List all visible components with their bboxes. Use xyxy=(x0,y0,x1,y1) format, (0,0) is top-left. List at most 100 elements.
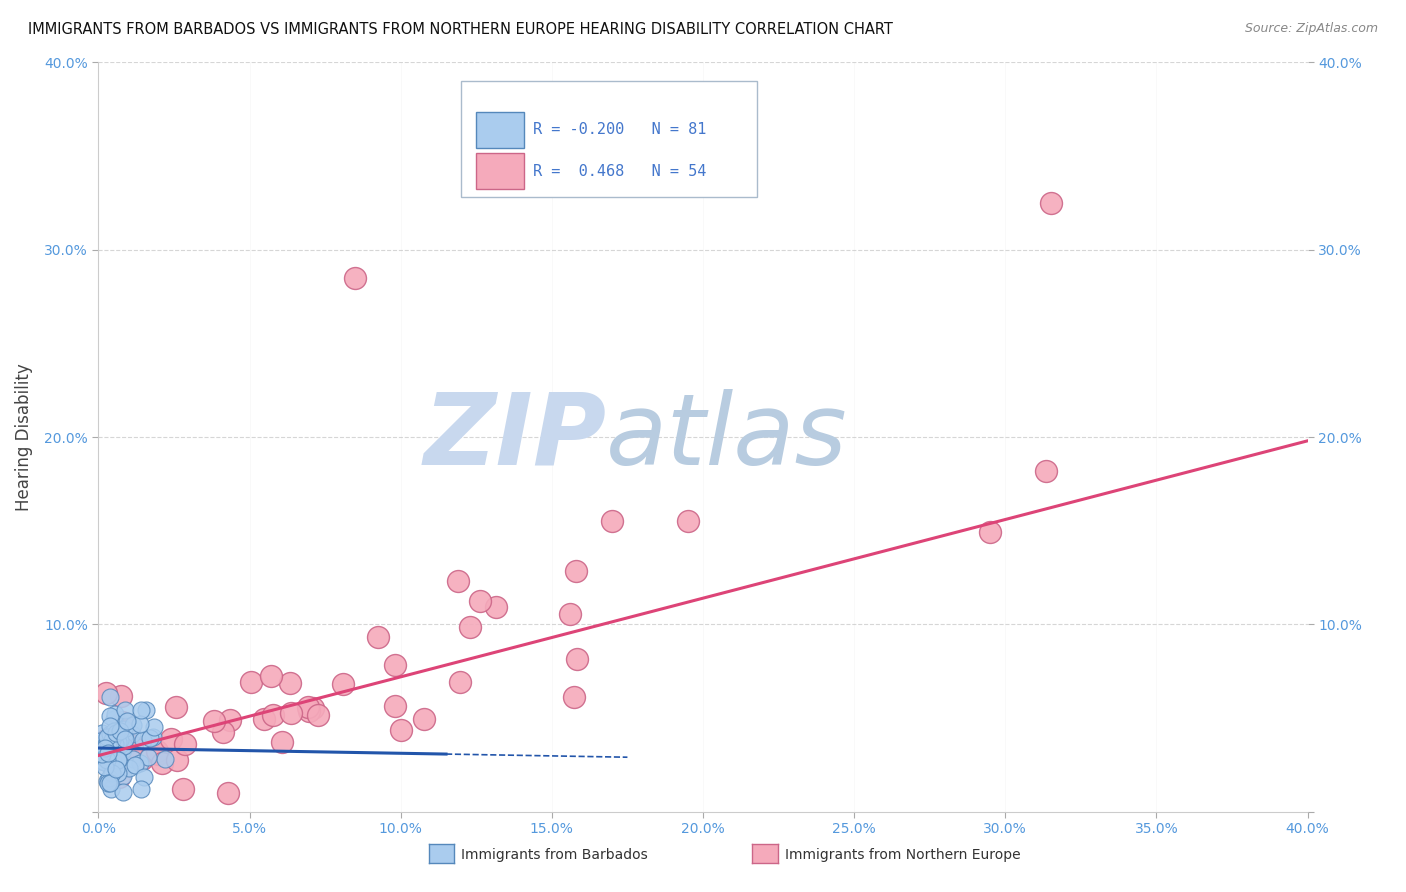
Point xyxy=(91,747,114,762)
Point xyxy=(114,732,136,747)
Point xyxy=(602,514,624,528)
Point xyxy=(297,699,319,714)
Point xyxy=(174,737,197,751)
Point xyxy=(332,676,354,690)
Point xyxy=(107,752,129,766)
Point xyxy=(111,785,134,799)
Point xyxy=(148,747,170,761)
Point xyxy=(344,271,367,285)
Point xyxy=(129,703,152,717)
Point xyxy=(280,706,302,720)
Point xyxy=(93,740,115,755)
Point xyxy=(389,723,412,737)
Point xyxy=(202,714,225,728)
Point xyxy=(253,712,276,726)
Point xyxy=(115,714,138,729)
Point xyxy=(278,676,301,690)
Point xyxy=(142,730,165,744)
Point xyxy=(132,733,155,747)
Point xyxy=(110,733,132,747)
Point xyxy=(262,708,284,723)
Point xyxy=(565,565,588,579)
Text: R = -0.200   N = 81: R = -0.200 N = 81 xyxy=(533,122,706,137)
Point xyxy=(112,729,135,743)
Point xyxy=(384,657,406,672)
Point xyxy=(103,729,125,743)
Point xyxy=(97,775,120,789)
Point xyxy=(97,739,120,754)
Point xyxy=(104,737,127,751)
Point xyxy=(135,702,157,716)
Point xyxy=(143,720,166,734)
Point xyxy=(367,630,389,644)
Point xyxy=(134,770,156,784)
Point xyxy=(98,742,121,756)
Point xyxy=(98,690,121,705)
Point xyxy=(131,752,153,766)
Point xyxy=(212,725,235,739)
Point xyxy=(565,652,588,666)
Point xyxy=(103,747,125,762)
Point xyxy=(1039,195,1062,210)
Point xyxy=(100,761,122,775)
Point xyxy=(89,743,111,757)
Point xyxy=(484,599,506,614)
Point xyxy=(124,757,146,772)
Point xyxy=(112,769,135,783)
Point xyxy=(979,525,1001,540)
Point xyxy=(110,737,132,751)
Point xyxy=(307,707,329,722)
Point xyxy=(94,751,117,765)
Point xyxy=(384,698,406,713)
Point xyxy=(98,771,121,785)
Point xyxy=(159,732,181,747)
Point xyxy=(128,717,150,731)
Point xyxy=(110,746,132,760)
Point xyxy=(104,725,127,739)
Point xyxy=(89,747,111,762)
Point xyxy=(1035,464,1057,478)
Point xyxy=(413,713,436,727)
Text: IMMIGRANTS FROM BARBADOS VS IMMIGRANTS FROM NORTHERN EUROPE HEARING DISABILITY C: IMMIGRANTS FROM BARBADOS VS IMMIGRANTS F… xyxy=(28,22,893,37)
Point xyxy=(100,741,122,756)
Point xyxy=(94,759,117,773)
Point xyxy=(111,743,134,757)
Point xyxy=(558,607,581,622)
Point xyxy=(96,773,118,788)
Point xyxy=(98,742,121,756)
Point xyxy=(98,727,121,741)
Point xyxy=(470,594,492,608)
Point xyxy=(112,739,135,753)
Point xyxy=(301,701,323,715)
Point xyxy=(297,704,319,718)
Point xyxy=(114,721,136,735)
Text: Source: ZipAtlas.com: Source: ZipAtlas.com xyxy=(1244,22,1378,36)
Point xyxy=(260,669,283,683)
Point xyxy=(96,732,118,747)
FancyBboxPatch shape xyxy=(461,81,758,197)
Point xyxy=(165,700,187,714)
Text: R =  0.468   N = 54: R = 0.468 N = 54 xyxy=(533,163,706,178)
Text: Immigrants from Barbados: Immigrants from Barbados xyxy=(461,847,648,862)
Point xyxy=(114,703,136,717)
Point xyxy=(136,750,159,764)
Point xyxy=(103,723,125,738)
Point xyxy=(121,752,143,766)
Point xyxy=(103,712,125,726)
Point xyxy=(146,744,169,758)
Point xyxy=(101,754,124,768)
Point xyxy=(458,620,481,634)
Point xyxy=(104,706,127,721)
Point xyxy=(447,574,470,588)
Point xyxy=(150,756,173,771)
Point xyxy=(121,726,143,740)
Point xyxy=(107,753,129,767)
Point xyxy=(96,753,118,767)
Point xyxy=(107,735,129,749)
Point xyxy=(676,514,699,528)
Y-axis label: Hearing Disability: Hearing Disability xyxy=(15,363,32,511)
Point xyxy=(108,770,131,784)
Point xyxy=(89,734,111,748)
Point xyxy=(107,753,129,767)
Point xyxy=(122,718,145,732)
